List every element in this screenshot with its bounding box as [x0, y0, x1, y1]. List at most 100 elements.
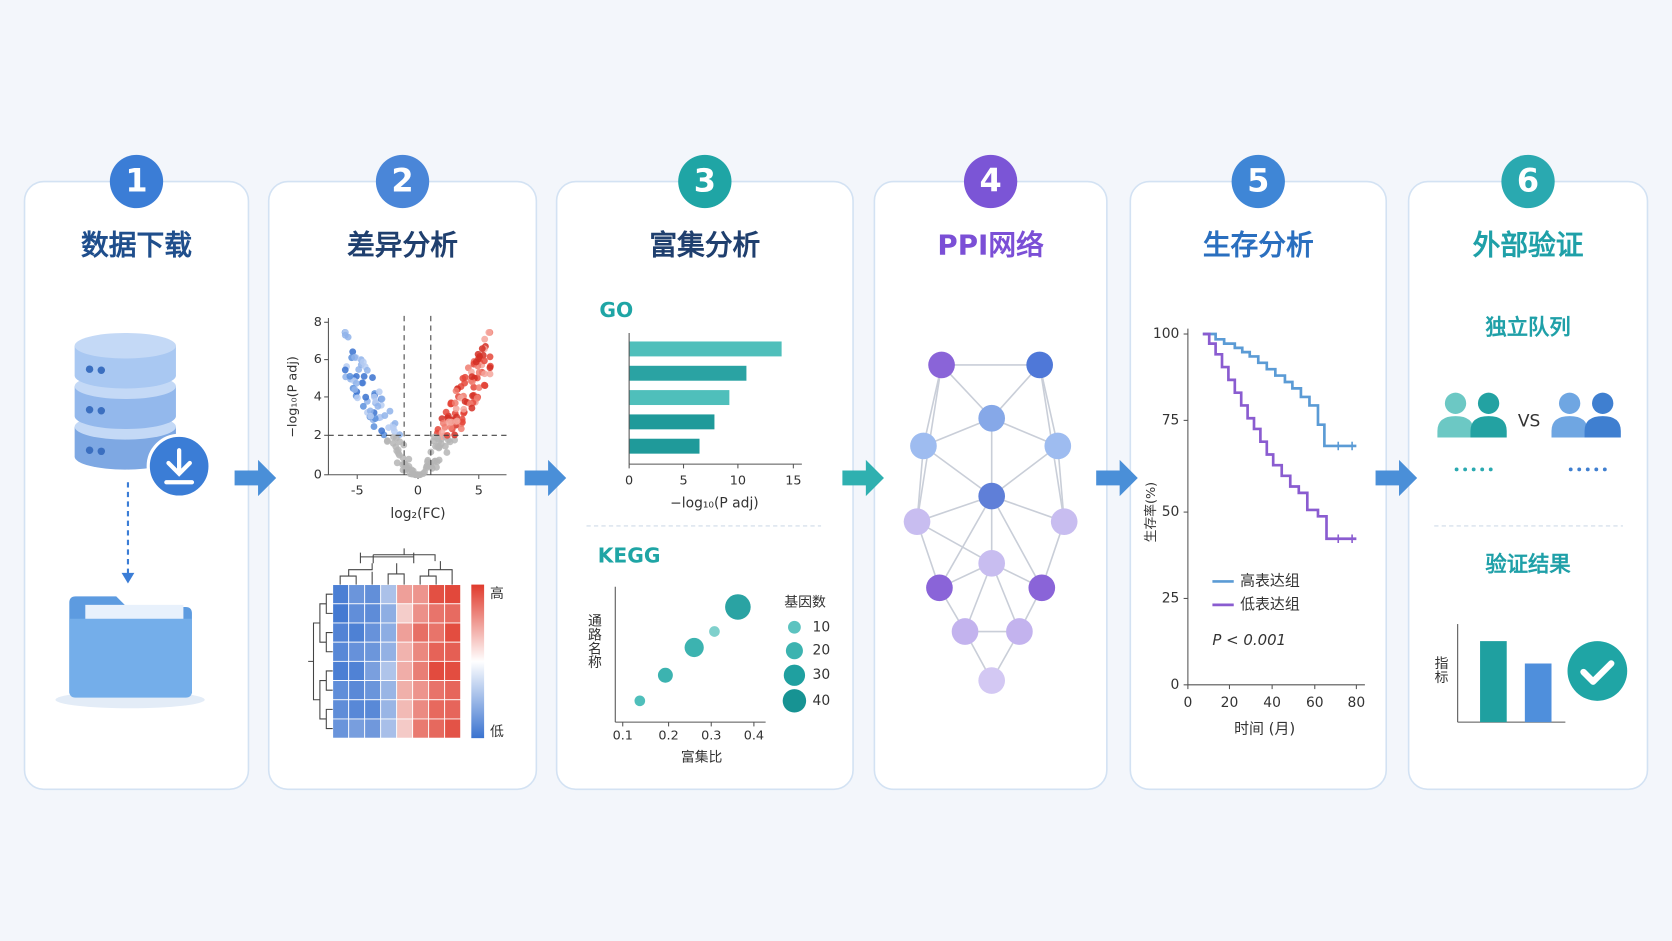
- volcano-point: [405, 462, 413, 470]
- heatmap-cell: [396, 584, 414, 605]
- step-badge: [678, 154, 732, 209]
- legend-swatch: [785, 642, 803, 660]
- step-number: 3: [694, 162, 716, 200]
- volcano-point: [359, 402, 367, 410]
- kegg-point: [657, 667, 673, 683]
- volcano-point: [354, 394, 361, 402]
- network-node: [978, 404, 1006, 432]
- person-head: [1444, 392, 1467, 414]
- heatmap-cell: [428, 660, 446, 681]
- step-number: 4: [979, 162, 1001, 200]
- heatmap-cell: [428, 603, 446, 624]
- go-label: GO: [599, 298, 633, 322]
- y-tick-label: 0: [314, 467, 322, 482]
- dendrogram-top-2: [372, 548, 436, 564]
- volcano-point: [408, 470, 416, 478]
- database-dot: [85, 405, 94, 414]
- step-badge: [1231, 154, 1285, 209]
- volcano-point: [486, 370, 494, 378]
- heatmap-cell: [412, 603, 430, 624]
- volcano-point: [480, 357, 488, 365]
- heatmap-cell: [332, 718, 350, 739]
- vs-label: VS: [1518, 411, 1540, 431]
- heatmap-cell: [428, 718, 446, 739]
- x-tick-label: 0.1: [613, 729, 633, 744]
- volcano-point: [475, 369, 483, 376]
- legend-swatch: [782, 689, 807, 713]
- color-bar-low: 低: [490, 724, 504, 740]
- x-tick-label: 10: [730, 474, 746, 489]
- go-bar: [629, 341, 782, 357]
- heatmap-cell: [412, 718, 430, 739]
- dot: [1585, 467, 1590, 472]
- heatmap-cell: [396, 680, 414, 701]
- heatmap-cell: [380, 622, 398, 643]
- heatmap-cell: [428, 641, 446, 662]
- survival-curve-high: [1202, 332, 1357, 448]
- database-dot: [97, 366, 106, 374]
- volcano-point: [424, 456, 432, 464]
- volcano-point: [393, 447, 401, 455]
- network-node: [951, 618, 979, 645]
- x-tick-label: 0.4: [744, 729, 764, 744]
- volcano-point: [359, 358, 367, 366]
- volcano-point: [439, 419, 447, 427]
- dot: [1577, 467, 1582, 472]
- volcano-point: [447, 423, 455, 431]
- heatmap-cell: [364, 680, 382, 701]
- result-bar: [1524, 663, 1552, 723]
- step-badge: [963, 154, 1018, 209]
- volcano-point: [352, 379, 360, 387]
- dot: [1594, 467, 1599, 472]
- legend-title: 基因数: [784, 594, 826, 611]
- database-dot: [97, 407, 106, 415]
- y-tick-label: 0: [1171, 677, 1180, 693]
- volcano-point: [443, 449, 451, 456]
- step-badge: [109, 154, 164, 209]
- line: [922, 445, 993, 497]
- volcano-point: [431, 433, 438, 441]
- volcano-point: [349, 348, 357, 356]
- x-axis-label: −log₁₀(P adj): [670, 496, 759, 512]
- line: [990, 495, 1043, 589]
- x-tick-label: 40: [1263, 695, 1281, 711]
- kegg-point: [709, 626, 720, 637]
- heatmap-cell: [364, 718, 382, 739]
- volcano-point: [393, 459, 401, 467]
- person-head: [1592, 392, 1614, 414]
- heatmap-cell: [348, 718, 366, 739]
- folder-front: [69, 618, 192, 698]
- dot: [1480, 467, 1485, 472]
- heatmap-cell: [444, 680, 462, 701]
- volcano-point: [478, 345, 486, 353]
- dashed-arrow-head: [121, 572, 135, 584]
- volcano-point: [414, 471, 422, 479]
- heatmap-cell: [380, 641, 398, 662]
- x-axis-label: 时间 (月): [1234, 720, 1295, 738]
- heatmap-cell: [428, 584, 446, 605]
- volcano-point: [346, 372, 354, 380]
- x-tick-label: 0: [1183, 695, 1192, 711]
- network-node: [1026, 351, 1053, 379]
- heatmap-cell: [380, 680, 398, 701]
- line: [922, 364, 943, 447]
- heatmap-cell: [364, 641, 382, 662]
- person-body: [1437, 416, 1474, 438]
- heatmap-cell: [332, 622, 350, 643]
- volcano-point: [451, 399, 459, 407]
- volcano-point: [399, 466, 407, 474]
- volcano-point: [385, 424, 393, 432]
- heatmap-cell: [412, 584, 430, 605]
- volcano-point: [355, 366, 363, 373]
- x-tick-label: 60: [1306, 695, 1324, 711]
- heatmap-cell: [380, 603, 398, 624]
- heatmap-cell: [396, 660, 414, 681]
- legend-label: 20: [813, 643, 831, 659]
- volcano-point: [405, 455, 413, 463]
- heatmap-cell: [348, 584, 366, 605]
- kegg-point: [725, 594, 751, 620]
- result-bar: [1480, 641, 1507, 723]
- heatmap-cell: [348, 622, 366, 643]
